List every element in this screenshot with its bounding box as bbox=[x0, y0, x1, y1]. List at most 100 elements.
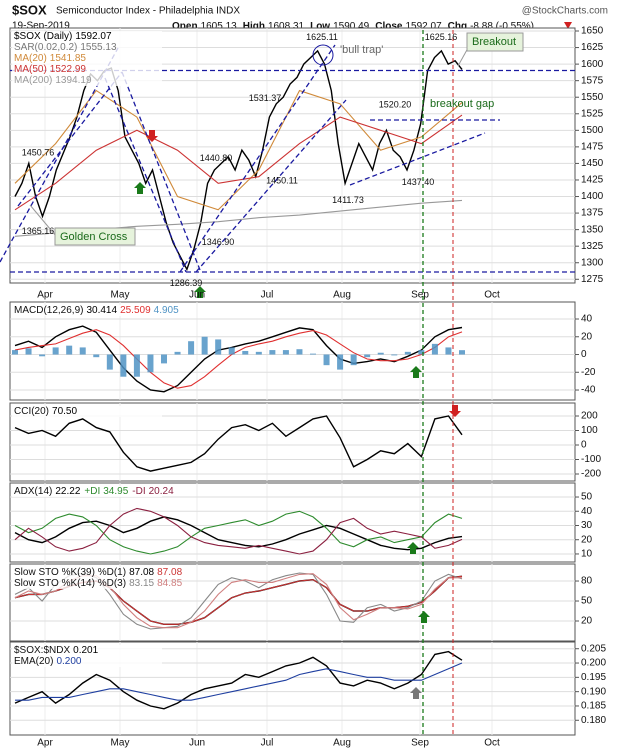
price-label: 1531.37 bbox=[249, 93, 282, 103]
y-tick-label: 0 bbox=[581, 349, 587, 360]
symbol: $SOX bbox=[12, 2, 47, 17]
x-tick-label: Apr bbox=[37, 290, 53, 301]
y-tick-label: 10 bbox=[581, 549, 593, 560]
legend-label: EMA(20) bbox=[14, 656, 53, 667]
y-tick-label: 20 bbox=[581, 616, 593, 627]
legend-entry: ADX(14) 22.22 +DI 34.95 -DI 20.24 bbox=[14, 486, 174, 497]
histogram-bar bbox=[174, 351, 181, 355]
signal-arrow bbox=[194, 286, 206, 298]
legend-entry: SAR(0.02,0.2) 1555.13 bbox=[14, 42, 117, 53]
legend-value: 34.95 bbox=[103, 486, 128, 497]
x-tick-label: Sep bbox=[411, 738, 429, 749]
annotation: 'bull trap' bbox=[340, 44, 383, 56]
date: 19-Sep-2019 bbox=[12, 21, 70, 32]
legend-label: ADX(14) bbox=[14, 486, 52, 497]
quote-value: 1608.31 bbox=[268, 21, 305, 32]
legend-bg bbox=[12, 578, 162, 589]
series-line bbox=[14, 415, 463, 472]
legend-value: 0.201 bbox=[73, 645, 98, 656]
legend-entry: Slow STO %K(39) %D(1) 87.08 87.08 bbox=[14, 567, 183, 578]
y-tick-label: 30 bbox=[581, 520, 593, 531]
y-tick-label: 1600 bbox=[581, 59, 604, 70]
y-tick-label: -100 bbox=[581, 454, 601, 465]
trendline bbox=[104, 77, 187, 273]
trendline bbox=[179, 44, 336, 273]
price-label: 1411.73 bbox=[332, 195, 364, 205]
histogram-bar bbox=[310, 353, 316, 355]
legend-label: MACD(12,26,9) bbox=[14, 305, 83, 316]
change-arrow bbox=[564, 22, 572, 29]
x-tick-label: Jul bbox=[261, 738, 274, 749]
legend-bg bbox=[12, 486, 162, 497]
y-tick-label: 100 bbox=[581, 425, 598, 436]
y-tick-label: 1575 bbox=[581, 75, 604, 86]
legend-bg bbox=[12, 53, 162, 64]
price-label: 1437.40 bbox=[402, 177, 435, 187]
quote-label: Close bbox=[375, 21, 403, 32]
y-tick-label: 20 bbox=[581, 331, 593, 342]
legend-bg bbox=[12, 64, 162, 75]
x-tick-label: Sep bbox=[411, 290, 429, 301]
quote: Open 1605.13 High 1608.31 Low 1590.49 Close 159… bbox=[172, 21, 534, 32]
histogram-bar bbox=[161, 354, 167, 364]
x-tick-label: May bbox=[111, 290, 130, 301]
histogram-bar bbox=[79, 347, 86, 355]
quote-label: High bbox=[243, 21, 265, 32]
y-tick-label: 1500 bbox=[581, 125, 604, 136]
legend-label: $SOX (Daily) bbox=[14, 31, 72, 42]
trendline bbox=[195, 99, 347, 273]
legend-label: SAR(0.02,0.2) bbox=[14, 42, 77, 53]
histogram-bar bbox=[52, 347, 59, 355]
callout-line bbox=[29, 204, 57, 237]
histogram-bar bbox=[12, 350, 18, 355]
quote-change: -8.88 (-0.55%) bbox=[470, 21, 534, 32]
histogram-bar bbox=[133, 354, 140, 377]
legend-bg bbox=[12, 406, 162, 417]
y-tick-label: 1400 bbox=[581, 191, 604, 202]
histogram-bar bbox=[120, 354, 127, 377]
annotation: Breakout bbox=[472, 36, 516, 48]
x-tick-label: Oct bbox=[484, 290, 500, 301]
legend-label: Slow STO %K(39) %D(1) bbox=[14, 567, 126, 578]
y-tick-label: 1450 bbox=[581, 158, 604, 169]
quote-label: Chg bbox=[448, 21, 467, 32]
y-tick-label: 1300 bbox=[581, 257, 604, 268]
price-label: 1625.16 bbox=[425, 32, 458, 42]
histogram-bar bbox=[269, 350, 276, 355]
y-tick-label: 1475 bbox=[581, 142, 604, 153]
histogram-bar bbox=[364, 354, 371, 358]
quote-value: 1605.13 bbox=[201, 21, 238, 32]
y-tick-label: 0.195 bbox=[581, 672, 606, 683]
legend-value: 1522.99 bbox=[50, 64, 87, 75]
quote-value: 1592.07 bbox=[405, 21, 442, 32]
y-tick-label: 1350 bbox=[581, 224, 604, 235]
legend-entry: MA(50) 1522.99 bbox=[14, 64, 86, 75]
y-tick-label: -200 bbox=[581, 469, 601, 480]
histogram-bar bbox=[66, 345, 73, 355]
histogram-bar bbox=[323, 354, 330, 366]
series-line bbox=[14, 650, 463, 710]
trendline bbox=[17, 71, 123, 207]
y-tick-label: 200 bbox=[581, 411, 598, 422]
credit: @StockCharts.com bbox=[522, 6, 608, 17]
x-tick-label: Oct bbox=[484, 738, 500, 749]
series-line bbox=[15, 662, 463, 701]
y-tick-label: 80 bbox=[581, 576, 593, 587]
series-line bbox=[14, 329, 463, 389]
histogram-bar bbox=[215, 339, 222, 355]
x-tick-label: Aug bbox=[333, 738, 351, 749]
instrument-name: Semiconductor Index - Philadelphia INDX bbox=[56, 6, 240, 17]
legend-value: 30.414 bbox=[86, 305, 117, 316]
panel-frame bbox=[9, 301, 576, 401]
y-tick-label: 1425 bbox=[581, 175, 604, 186]
series-line bbox=[14, 114, 463, 211]
histogram-bar bbox=[296, 349, 303, 355]
y-tick-label: 50 bbox=[581, 492, 593, 503]
histogram-bar bbox=[350, 354, 357, 366]
legend-bg bbox=[12, 31, 162, 42]
legend-entry: CCI(20) 70.50 bbox=[14, 406, 77, 417]
price-label: 1520.20 bbox=[379, 99, 412, 109]
legend-value: 1541.85 bbox=[50, 53, 87, 64]
legend-value: 1394.19 bbox=[55, 75, 92, 86]
